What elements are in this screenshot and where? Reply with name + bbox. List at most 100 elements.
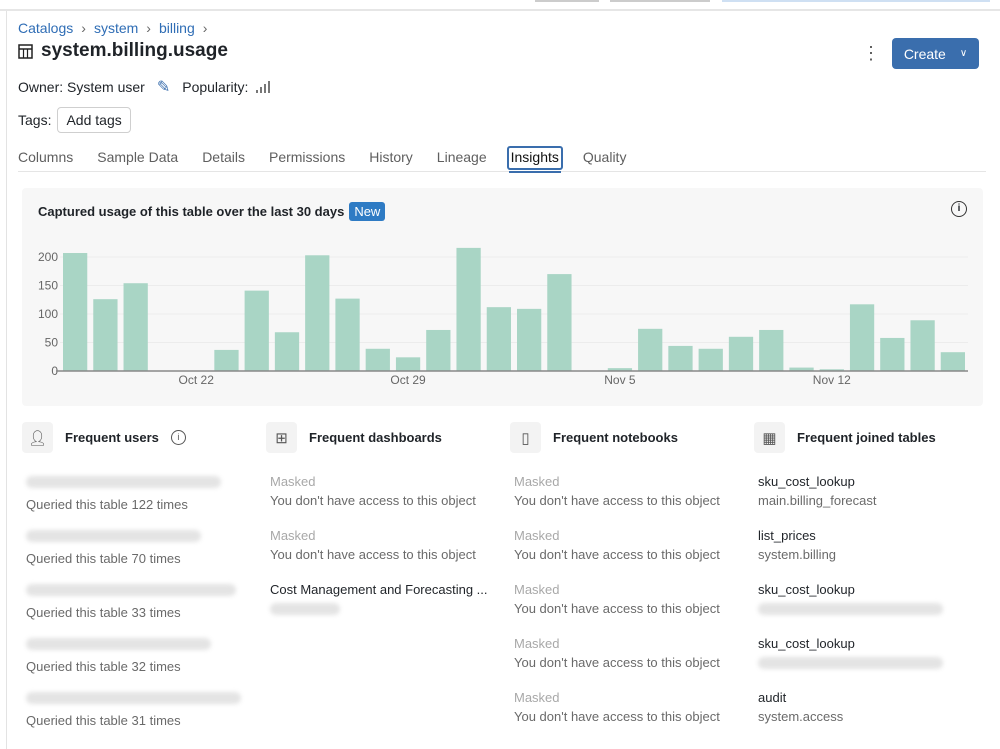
list-item[interactable]: Queried this table 32 times (26, 634, 266, 676)
item-subtitle: Queried this table 32 times (26, 659, 181, 674)
tab-lineage[interactable]: Lineage (436, 149, 487, 165)
item-subtitle: Queried this table 33 times (26, 605, 181, 620)
tab-insights[interactable]: Insights (506, 146, 563, 173)
bar-nov-3 (547, 274, 572, 371)
frequent-notebooks-section: ▯ Frequent notebooks Masked You don't have… (510, 422, 750, 724)
list-item[interactable]: Queried this table 31 times (26, 688, 266, 730)
tab-columns[interactable]: Columns (18, 149, 74, 165)
item-subtitle: Queried this table 70 times (26, 551, 181, 566)
item-name (26, 638, 266, 657)
list-item[interactable]: sku_cost_lookup (758, 634, 998, 676)
bar-nov-2 (517, 308, 542, 371)
redacted-name (26, 692, 241, 704)
item-name: sku_cost_lookup (758, 474, 855, 489)
top-tab[interactable] (535, 0, 599, 2)
section-title: Frequent dashboards (309, 430, 442, 445)
top-tab[interactable] (610, 0, 710, 2)
chevron-right-icon: › (146, 20, 151, 36)
bar-nov-6 (638, 328, 663, 371)
notebook-icon: ▯ (510, 422, 541, 453)
frequent-dashboards-section: ⊞ Frequent dashboards Masked You don't hav… (266, 422, 506, 615)
redacted-name (26, 530, 201, 542)
item-name: Cost Management and Forecasting ... (270, 582, 488, 597)
list-item[interactable]: sku_cost_lookup (758, 580, 998, 622)
chevron-right-icon: › (202, 20, 208, 36)
bar-oct-27 (335, 298, 360, 371)
section-title: Frequent joined tables (797, 430, 936, 445)
list-item[interactable]: Masked You don't have access to this obje… (514, 472, 754, 510)
more-options-icon[interactable]: ⋮ (862, 43, 880, 63)
bar-nov-16 (940, 352, 965, 371)
breadcrumb-system[interactable]: system (93, 20, 139, 36)
redacted-subtitle (758, 657, 943, 669)
breadcrumb: Catalogs › system › billing › (18, 20, 207, 36)
tab-bar: Columns Sample Data Details Permissions … (18, 146, 986, 173)
bar-nov-15 (910, 320, 935, 371)
item-name (26, 584, 266, 603)
breadcrumb-billing[interactable]: billing (158, 20, 195, 36)
list-item[interactable]: Queried this table 33 times (26, 580, 266, 622)
panel-title: Captured usage of this table over the la… (38, 202, 386, 221)
item-name: Masked (270, 528, 316, 543)
bar-oct-19 (93, 299, 118, 371)
item-name: audit (758, 690, 787, 705)
list-item[interactable]: Queried this table 122 times (26, 472, 266, 514)
bar-oct-23 (214, 349, 239, 371)
x-tick-label: Oct 29 (390, 373, 426, 387)
item-subtitle: Queried this table 31 times (26, 713, 181, 728)
top-search[interactable] (722, 0, 990, 2)
bar-oct-18 (63, 253, 88, 371)
bar-oct-28 (365, 348, 390, 371)
tab-history[interactable]: History (369, 149, 413, 165)
new-badge: New (349, 202, 386, 221)
bar-nov-9 (728, 336, 754, 371)
list-item[interactable]: Queried this table 70 times (26, 526, 266, 568)
list-item[interactable]: Cost Management and Forecasting ... (270, 580, 510, 622)
x-tick-label: Nov 5 (604, 373, 636, 387)
tags-row: Tags: Add tags (18, 107, 131, 133)
owner-label: Owner: System user (18, 79, 145, 95)
usage-panel: Captured usage of this table over the la… (22, 188, 983, 406)
info-icon[interactable]: i (170, 430, 186, 445)
tab-sample-data[interactable]: Sample Data (97, 149, 179, 165)
list-item[interactable]: sku_cost_lookup main.billing_forecast (758, 472, 998, 510)
item-subtitle: You don't have access to this object (270, 493, 476, 508)
tab-details[interactable]: Details (202, 149, 245, 165)
item-name (26, 476, 266, 495)
section-title: Frequent notebooks (553, 430, 678, 445)
bar-oct-31 (456, 247, 481, 371)
redacted-name (26, 476, 221, 488)
list-item[interactable]: Masked You don't have access to this obje… (270, 472, 510, 510)
list-item[interactable]: Masked You don't have access to this obje… (514, 688, 754, 726)
tab-permissions[interactable]: Permissions (268, 149, 346, 165)
info-icon[interactable]: i (951, 201, 967, 217)
item-name: Masked (514, 636, 560, 651)
tab-quality[interactable]: Quality (582, 149, 627, 165)
bar-nov-13 (849, 304, 875, 371)
bar-oct-24 (244, 290, 269, 371)
bar-nov-12 (819, 369, 844, 371)
item-name: Masked (514, 582, 560, 597)
item-subtitle (758, 603, 998, 622)
breadcrumb-catalogs[interactable]: Catalogs (18, 20, 74, 36)
create-button[interactable]: Create ∨ (892, 38, 979, 69)
item-subtitle: You don't have access to this object (514, 601, 720, 616)
bar-oct-25 (274, 332, 300, 371)
redacted-name (26, 584, 236, 596)
list-item[interactable]: Masked You don't have access to this obje… (514, 634, 754, 672)
item-subtitle: You don't have access to this object (270, 547, 476, 562)
list-item[interactable]: list_prices system.billing (758, 526, 998, 564)
x-tick-label: Oct 22 (179, 373, 215, 387)
list-item[interactable]: Masked You don't have access to this obje… (514, 580, 754, 618)
item-name: list_prices (758, 528, 816, 543)
list-item[interactable]: Masked You don't have access to this obje… (270, 526, 510, 564)
top-divider (0, 9, 1000, 11)
add-tags-button[interactable]: Add tags (57, 107, 131, 133)
list-item[interactable]: audit system.access (758, 688, 998, 726)
item-subtitle: You don't have access to this object (514, 493, 720, 508)
item-subtitle (270, 603, 510, 622)
bar-oct-29 (395, 357, 421, 371)
item-subtitle: Queried this table 122 times (26, 497, 188, 512)
list-item[interactable]: Masked You don't have access to this obje… (514, 526, 754, 564)
edit-pencil-icon[interactable]: ✎ (156, 79, 171, 96)
